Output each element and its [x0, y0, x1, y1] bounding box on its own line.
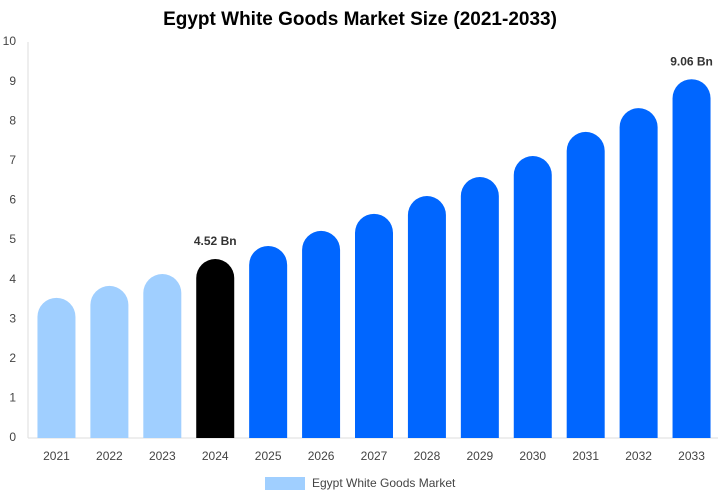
bar [249, 245, 288, 438]
y-tick-label: 10 [3, 34, 17, 48]
bar [90, 285, 129, 438]
bar [672, 79, 711, 439]
x-tick-label: 2029 [466, 449, 493, 463]
x-tick-label: 2033 [678, 449, 705, 463]
bar [460, 177, 499, 438]
bar [196, 259, 235, 438]
x-tick-label: 2023 [149, 449, 176, 463]
data-label: 4.52 Bn [194, 234, 237, 248]
bar [513, 156, 552, 438]
x-tick-label: 2024 [202, 449, 229, 463]
y-tick-label: 4 [9, 272, 16, 286]
y-tick-label: 8 [9, 113, 16, 127]
y-tick-label: 1 [9, 391, 16, 405]
chart-title: Egypt White Goods Market Size (2021-2033… [163, 9, 557, 30]
bar [143, 274, 182, 438]
bar [302, 230, 341, 438]
legend-swatch [265, 477, 305, 490]
bar [407, 196, 446, 438]
x-tick-label: 2025 [255, 449, 282, 463]
x-tick-label: 2026 [308, 449, 335, 463]
data-label: 9.06 Bn [670, 54, 713, 68]
x-tick-label: 2030 [519, 449, 546, 463]
x-tick-label: 2028 [414, 449, 441, 463]
bar [619, 108, 658, 438]
y-tick-label: 5 [9, 232, 16, 246]
x-tick-label: 2022 [96, 449, 123, 463]
y-tick-label: 9 [9, 74, 16, 88]
y-tick-label: 7 [9, 153, 16, 167]
bar [566, 131, 605, 438]
legend-label: Egypt White Goods Market [312, 476, 456, 490]
y-tick-label: 6 [9, 193, 16, 207]
y-tick-label: 0 [9, 430, 16, 444]
x-tick-label: 2027 [361, 449, 388, 463]
x-tick-label: 2021 [43, 449, 70, 463]
x-tick-label: 2032 [625, 449, 652, 463]
y-tick-label: 3 [9, 311, 16, 325]
y-tick-label: 2 [9, 351, 16, 365]
bar [37, 297, 76, 438]
bar [355, 213, 393, 438]
x-tick-label: 2031 [572, 449, 599, 463]
